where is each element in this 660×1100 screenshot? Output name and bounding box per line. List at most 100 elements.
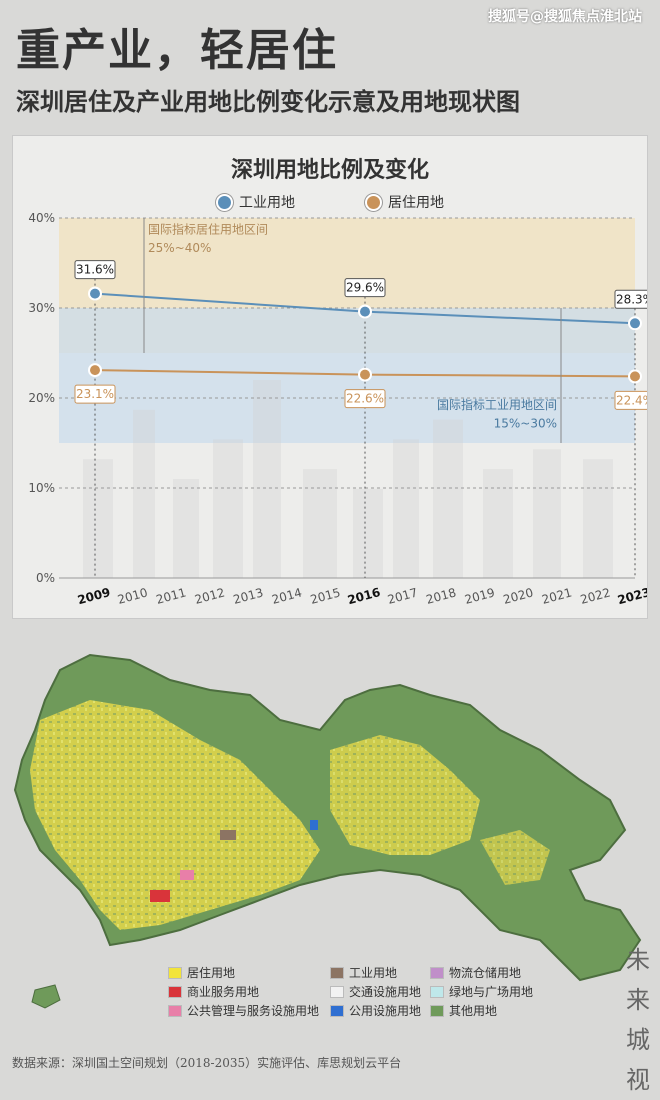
legend-label-industrial: 工业用地	[239, 195, 295, 211]
map-urban-west	[30, 700, 320, 930]
page-title: 重产业，轻居住	[16, 25, 338, 76]
map-legend-item: 公共管理与服务设施用地	[168, 1002, 330, 1019]
map-legend-label: 居住用地	[187, 966, 236, 980]
residential-point	[88, 363, 102, 378]
map-legend-swatch	[330, 966, 344, 979]
skyline-building	[83, 459, 113, 578]
map-legend-label: 商业服务用地	[187, 985, 260, 999]
industrial-data-label: 31.6%	[76, 263, 114, 277]
map-urban-far-east	[480, 830, 550, 885]
line-chart: 0% 10% 20% 30% 40% 2009 2010 2011 2012 2013 2014 20…	[28, 211, 647, 607]
residential-point	[358, 367, 372, 382]
legend-dot-residential	[365, 193, 382, 211]
map-legend-label: 交通设施用地	[349, 985, 422, 999]
data-source: 数据来源：深圳国土空间规划（2018-2035）实施评估、库思规划云平台	[12, 1056, 402, 1070]
map-legend-item: 物流仓储用地	[430, 964, 550, 981]
map-legend: 居住用地 工业用地 物流仓储用地商业服务用地 交通设施用地 绿地与广场用地公共管理与服务…	[168, 964, 568, 1019]
map-legend-swatch	[168, 1004, 182, 1017]
page-subtitle: 深圳居住及产业用地比例变化示意及用地现状图	[16, 87, 520, 116]
map-legend-swatch	[430, 1004, 444, 1017]
map-legend-item: 商业服务用地	[168, 983, 330, 1000]
skyline-building	[483, 469, 513, 578]
map-legend-item: 交通设施用地	[330, 983, 430, 1000]
y-tick-label: 30%	[28, 301, 55, 315]
y-tick-label: 20%	[28, 391, 55, 405]
map-legend-item: 工业用地	[330, 964, 430, 981]
map-legend-swatch	[168, 985, 182, 998]
skyline-building	[133, 409, 155, 578]
map-legend-item: 绿地与广场用地	[430, 983, 550, 1000]
x-tick-label: 2021	[540, 585, 573, 606]
skyline-building	[393, 439, 419, 578]
residential-data-label: 22.4%	[616, 393, 647, 407]
x-tick-label: 2011	[155, 585, 188, 606]
x-tick-label: 2012	[193, 585, 226, 606]
residential-band-label: 国际指标居住用地区间	[148, 221, 268, 236]
x-tick-label: 2009	[76, 585, 112, 607]
legend-dot-industrial	[216, 193, 233, 211]
map-legend-swatch	[168, 966, 182, 979]
map-legend-label: 绿地与广场用地	[449, 985, 534, 999]
x-tick-label: 2022	[579, 585, 612, 606]
x-tick-label: 2016	[346, 585, 382, 607]
industrial-point	[358, 304, 372, 319]
map-legend-label: 工业用地	[349, 966, 398, 980]
residential-band-range: 25%~40%	[148, 241, 211, 255]
skyline-building	[173, 479, 199, 578]
chart-legend: 工业用地 居住用地	[13, 192, 647, 212]
industrial-point	[88, 286, 102, 301]
industrial-band-range: 15%~30%	[494, 417, 557, 431]
side-text-char: 未	[626, 946, 650, 974]
industrial-point	[628, 316, 642, 331]
legend-item-industrial: 工业用地	[216, 192, 295, 212]
legend-item-residential: 居住用地	[365, 192, 444, 212]
skyline-building	[533, 449, 561, 578]
map-legend-label: 物流仓储用地	[449, 966, 522, 980]
x-tick-label: 2014	[270, 585, 303, 606]
map-public	[180, 870, 194, 880]
skyline-building	[303, 469, 337, 578]
x-tick-label: 2010	[116, 585, 149, 606]
y-tick-label: 10%	[28, 481, 55, 495]
map-legend-label: 公用设施用地	[349, 1004, 422, 1018]
map-legend-label: 其他用地	[449, 1004, 498, 1018]
x-tick-label: 2013	[232, 585, 265, 606]
skyline-building	[433, 419, 463, 578]
skyline-building	[583, 459, 613, 578]
data-label-box	[74, 384, 116, 404]
map-legend-item: 居住用地	[168, 964, 330, 981]
map-commercial	[150, 890, 170, 902]
shenzhen-map	[13, 653, 642, 1009]
data-label-box	[74, 260, 116, 280]
residential-data-label: 23.1%	[76, 387, 114, 401]
x-tick-label: 2018	[425, 585, 458, 606]
map-legend-swatch	[330, 1004, 344, 1017]
y-tick-label: 40%	[28, 211, 55, 225]
map-utility	[310, 820, 318, 830]
map-industrial	[220, 830, 236, 840]
x-tick-label: 2015	[309, 585, 342, 606]
x-tick-label: 2023	[616, 585, 647, 607]
data-label-box	[614, 390, 647, 410]
map-legend-swatch	[330, 985, 344, 998]
land-use-map	[0, 640, 660, 1050]
residential-point	[628, 369, 642, 384]
map-legend-swatch	[430, 966, 444, 979]
side-text: 未来城视	[624, 940, 652, 1100]
map-legend-label: 公共管理与服务设施用地	[187, 1004, 320, 1018]
data-label-box	[344, 389, 386, 409]
chart-title: 深圳用地比例及变化	[230, 157, 429, 183]
map-urban-east	[330, 735, 480, 855]
x-tick-label: 2019	[463, 585, 496, 606]
data-label-box	[614, 289, 647, 309]
side-text-char: 来	[626, 986, 650, 1014]
skyline-building	[213, 439, 243, 578]
y-tick-label: 0%	[36, 571, 55, 585]
map-island	[31, 984, 61, 1009]
legend-label-residential: 居住用地	[388, 195, 444, 211]
x-tick-label: 2017	[386, 585, 419, 606]
x-tick-label: 2020	[502, 585, 535, 606]
skyline-building	[353, 488, 383, 578]
industrial-data-label: 28.3%	[616, 292, 647, 306]
chart-card: 0% 10% 20% 30% 40% 2009 2010 2011 2012 2013 2014 20…	[12, 135, 648, 619]
